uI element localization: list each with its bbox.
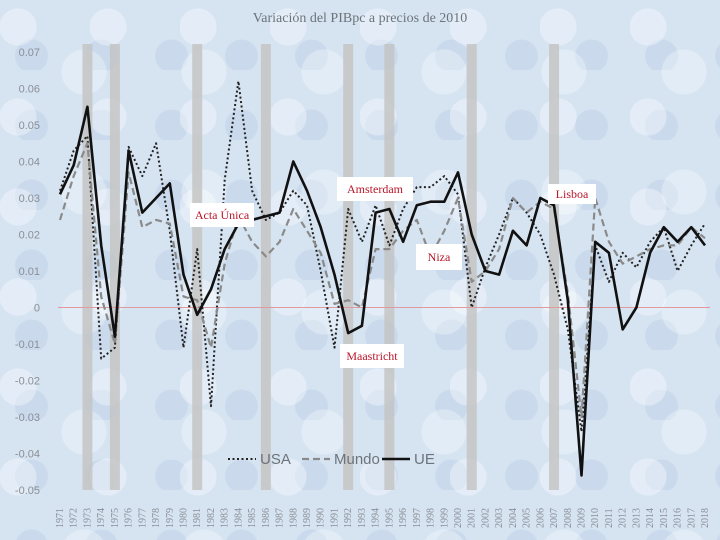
x-tick-label: 2003: [494, 508, 505, 528]
x-tick-label: 1986: [261, 508, 272, 528]
callout-amsterdam: Amsterdam: [337, 177, 413, 201]
x-tick-label: 1973: [82, 508, 93, 528]
legend-item-usa: USA: [228, 451, 291, 468]
x-tick-label: 1993: [357, 508, 368, 528]
highlight-band-1975: [109, 44, 120, 490]
highlight-band-1981: [192, 44, 203, 490]
legend-label: Mundo: [334, 451, 380, 468]
callout-label: Acta Única: [195, 208, 250, 222]
callout-label: Lisboa: [556, 187, 589, 201]
x-tick-label: 1985: [247, 508, 258, 528]
legend-label: UE: [414, 451, 435, 468]
y-tick-label: 0.01: [19, 266, 40, 278]
x-tick-label: 2011: [604, 508, 615, 528]
x-tick-label: 1994: [371, 508, 382, 528]
x-tick-label: 1975: [110, 508, 121, 528]
x-tick-label: 2014: [645, 508, 656, 528]
x-tick-label: 1988: [288, 508, 299, 528]
x-tick-label: 2001: [467, 508, 478, 528]
series-line-usa: [59, 80, 706, 433]
y-tick-label: -0.05: [15, 485, 40, 497]
x-tick-label: 1989: [302, 508, 313, 528]
legend-item-mundo: Mundo: [302, 451, 380, 468]
y-tick-label: 0.06: [19, 84, 40, 96]
highlight-band-1992: [343, 44, 354, 490]
callout-acta-única: Acta Única: [190, 203, 254, 227]
x-tick-label: 1972: [69, 508, 80, 528]
x-tick-label: 2005: [522, 508, 533, 528]
y-tick-label: 0.04: [19, 157, 40, 169]
x-tick-label: 2006: [535, 508, 546, 528]
x-tick-label: 1984: [233, 508, 244, 528]
x-tick-label: 2016: [673, 508, 684, 528]
y-tick-label: 0.03: [19, 193, 40, 205]
x-tick-label: 1998: [426, 508, 437, 528]
callout-lisboa: Lisboa: [548, 184, 596, 204]
x-tick-label: 1997: [412, 508, 423, 528]
x-tick-label: 1987: [275, 508, 286, 528]
chart-title: Variación del PIBpc a precios de 2010: [253, 11, 468, 26]
x-tick-label: 1978: [151, 508, 162, 528]
x-tick-label: 1995: [384, 508, 395, 528]
y-tick-label: 0.05: [19, 120, 40, 132]
y-tick-label: -0.01: [15, 339, 40, 351]
y-tick-label: -0.03: [15, 412, 40, 424]
x-tick-label: 2015: [659, 508, 670, 528]
x-tick-label: 2000: [453, 508, 464, 528]
x-tick-label: 2009: [576, 508, 587, 528]
x-tick-label: 2012: [618, 508, 629, 528]
y-tick-label: -0.04: [15, 449, 40, 461]
series-line-mundo: [58, 142, 706, 419]
x-tick-label: 2013: [631, 508, 642, 528]
x-tick-label: 1991: [329, 508, 340, 528]
x-tick-label: 2008: [563, 508, 574, 528]
x-tick-label: 1976: [124, 508, 135, 528]
highlight-band-2001: [466, 44, 477, 490]
callout-niza: Niza: [416, 244, 462, 270]
x-tick-label: 1999: [439, 508, 450, 528]
x-tick-label: 1990: [316, 508, 327, 528]
highlight-band-1995: [384, 44, 395, 490]
x-tick-label: 1971: [55, 508, 66, 528]
legend-item-ue: UE: [382, 451, 435, 468]
highlight-band-1973: [82, 44, 93, 490]
x-tick-label: 1977: [137, 508, 148, 528]
callout-maastricht: Maastricht: [340, 344, 404, 368]
x-tick-label: 1980: [179, 508, 190, 528]
highlight-band-1986: [260, 44, 271, 490]
y-tick-label: 0: [34, 303, 40, 315]
x-tick-label: 1996: [398, 508, 409, 528]
x-tick-label: 1974: [96, 508, 107, 528]
x-tick-label: 2010: [590, 508, 601, 528]
y-tick-label: -0.02: [15, 376, 40, 388]
callout-label: Niza: [428, 250, 451, 264]
legend-label: USA: [260, 451, 291, 468]
callout-label: Amsterdam: [347, 182, 404, 196]
callout-label: Maastricht: [346, 349, 398, 363]
x-tick-label: 1981: [192, 508, 203, 528]
x-tick-label: 2004: [508, 508, 519, 528]
x-tick-label: 2017: [686, 508, 697, 528]
y-tick-label: 0.02: [19, 230, 40, 242]
x-tick-label: 1979: [165, 508, 176, 528]
x-tick-label: 2018: [700, 508, 711, 528]
highlight-band-2007: [549, 44, 560, 490]
x-tick-label: 2007: [549, 508, 560, 528]
x-tick-label: 1982: [206, 508, 217, 528]
y-tick-label: 0.07: [19, 47, 40, 59]
x-tick-label: 1983: [220, 508, 231, 528]
x-tick-label: 1992: [343, 508, 354, 528]
x-tick-label: 2002: [480, 508, 491, 528]
series-line-ue: [58, 105, 707, 477]
